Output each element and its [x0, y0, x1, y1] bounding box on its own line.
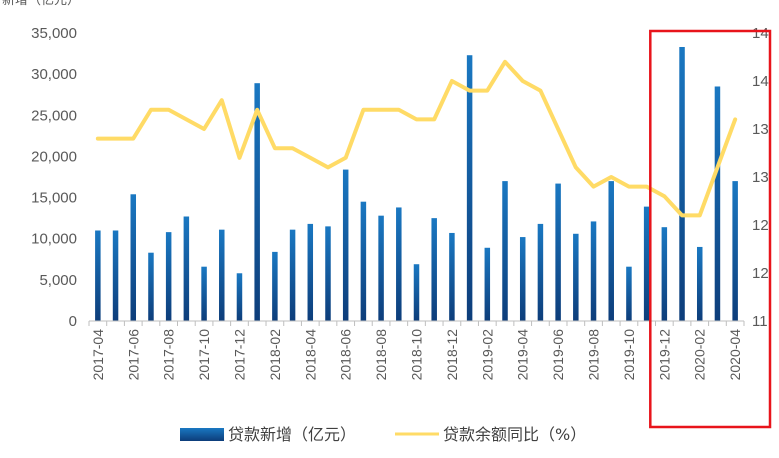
- x-tick-label: 2017-10: [196, 329, 212, 381]
- bar-2019-01: [466, 55, 473, 321]
- bar-2019-12: [661, 227, 668, 321]
- right-axis-tick-label: 14: [752, 25, 769, 42]
- bar-2019-05: [537, 223, 544, 321]
- right-axis-tick-label: 13: [752, 169, 769, 186]
- x-tick-label: 2018-06: [338, 329, 354, 381]
- left-axis-ticks: 0 5,000 10,000 15,000 20,000 25,000 30,000 35,0…: [31, 25, 77, 330]
- bar-2020-01: [679, 46, 685, 322]
- x-tick-label: 2018-08: [373, 329, 389, 381]
- bar-2019-04: [519, 237, 526, 321]
- left-axis-tick-label: 5,000: [39, 272, 77, 289]
- right-axis-tick-label: 14: [752, 73, 769, 90]
- bar-series: [95, 46, 738, 322]
- x-tick-label: 2019-06: [550, 329, 566, 381]
- x-tick-label: 2020-02: [692, 329, 708, 381]
- bar-2018-02: [272, 251, 278, 321]
- bar-2020-04: [732, 181, 738, 321]
- left-axis-tick-label: 20,000: [31, 148, 77, 165]
- bar-2019-06: [555, 183, 561, 321]
- bar-2019-07: [573, 233, 579, 321]
- bar-2019-02: [484, 247, 491, 321]
- x-tick-label: 2017-08: [161, 329, 177, 381]
- left-axis-tick-label: 30,000: [31, 66, 77, 83]
- bar-2018-08: [378, 215, 384, 321]
- loan-balance-yoy-line: [95, 59, 738, 218]
- bar-2018-12: [449, 232, 455, 321]
- bar-2020-03: [714, 86, 721, 322]
- left-axis-tick-label: 35,000: [31, 25, 77, 42]
- x-tick-label: 2019-02: [479, 329, 495, 381]
- bar-2019-11: [643, 206, 650, 321]
- legend-bar-label: 贷款新增（亿元）: [228, 425, 356, 444]
- x-tick-label: 2019-10: [621, 329, 637, 381]
- x-tick-label: 2018-04: [302, 329, 318, 381]
- bar-2018-11: [431, 218, 437, 321]
- legend-bar-swatch: [180, 428, 224, 441]
- left-axis-tick-label: 0: [69, 313, 77, 330]
- highlight-box: [649, 29, 772, 429]
- x-tick-label: 2017-12: [231, 329, 247, 381]
- left-axis-tick-label: 15,000: [31, 190, 77, 207]
- bar-2018-09: [396, 207, 402, 321]
- bar-2020-02: [696, 246, 703, 321]
- bar-2018-07: [360, 201, 367, 321]
- right-axis-tick-label: 12: [752, 217, 769, 234]
- x-tick-label: 2019-08: [586, 329, 602, 381]
- right-axis-tick-label: 11: [752, 313, 768, 330]
- x-tick-label: 2020-04: [727, 329, 743, 381]
- x-tick-label: 2018-10: [409, 329, 425, 381]
- bar-2017-08: [165, 232, 172, 321]
- right-axis-tick-label: 13: [752, 121, 769, 138]
- line-series: [95, 59, 738, 218]
- header-fragment: 新增（亿元）: [2, 0, 80, 8]
- legend-line-label: 贷款余额同比（%）: [443, 425, 586, 444]
- x-tick-label: 2017-06: [125, 329, 141, 381]
- bar-2017-07: [148, 252, 154, 321]
- bar-2017-05: [112, 230, 119, 321]
- x-tick-label: 2018-12: [444, 329, 460, 381]
- bar-2018-03: [289, 229, 296, 321]
- x-tick-label: 2019-12: [656, 329, 672, 381]
- bar-2017-04: [95, 230, 101, 321]
- bar-2017-10: [201, 266, 207, 321]
- right-axis-tick-label: 12: [752, 265, 769, 282]
- bar-2018-01: [254, 83, 260, 321]
- bar-2018-04: [307, 223, 314, 321]
- x-tick-label: 2019-04: [515, 329, 531, 381]
- bar-2017-11: [219, 229, 225, 321]
- bar-2019-09: [608, 181, 614, 321]
- left-axis-tick-label: 10,000: [31, 231, 77, 248]
- bar-2019-10: [626, 266, 632, 321]
- x-axis-ticks: 2017-04 2017-06 2017-08 2017-10 2017-12 2018-…: [88, 321, 745, 381]
- x-tick-label: 2017-04: [90, 329, 106, 381]
- right-axis-ticks: 11 12 12 13 13 14 14: [752, 25, 769, 330]
- legend: 贷款新增（亿元） 贷款余额同比（%）: [180, 425, 586, 444]
- bar-2017-09: [183, 216, 190, 321]
- bar-2019-08: [590, 221, 597, 321]
- bar-2017-06: [130, 194, 137, 321]
- bar-2017-12: [236, 273, 243, 321]
- bar-2018-06: [342, 169, 349, 321]
- bar-2018-05: [325, 226, 331, 321]
- bar-2019-03: [502, 181, 508, 321]
- x-tick-label: 2018-02: [267, 329, 283, 381]
- left-axis-tick-label: 25,000: [31, 107, 77, 124]
- bar-2018-10: [413, 264, 420, 321]
